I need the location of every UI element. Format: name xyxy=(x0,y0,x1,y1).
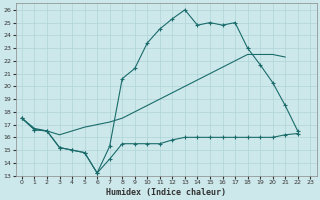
X-axis label: Humidex (Indice chaleur): Humidex (Indice chaleur) xyxy=(106,188,226,197)
